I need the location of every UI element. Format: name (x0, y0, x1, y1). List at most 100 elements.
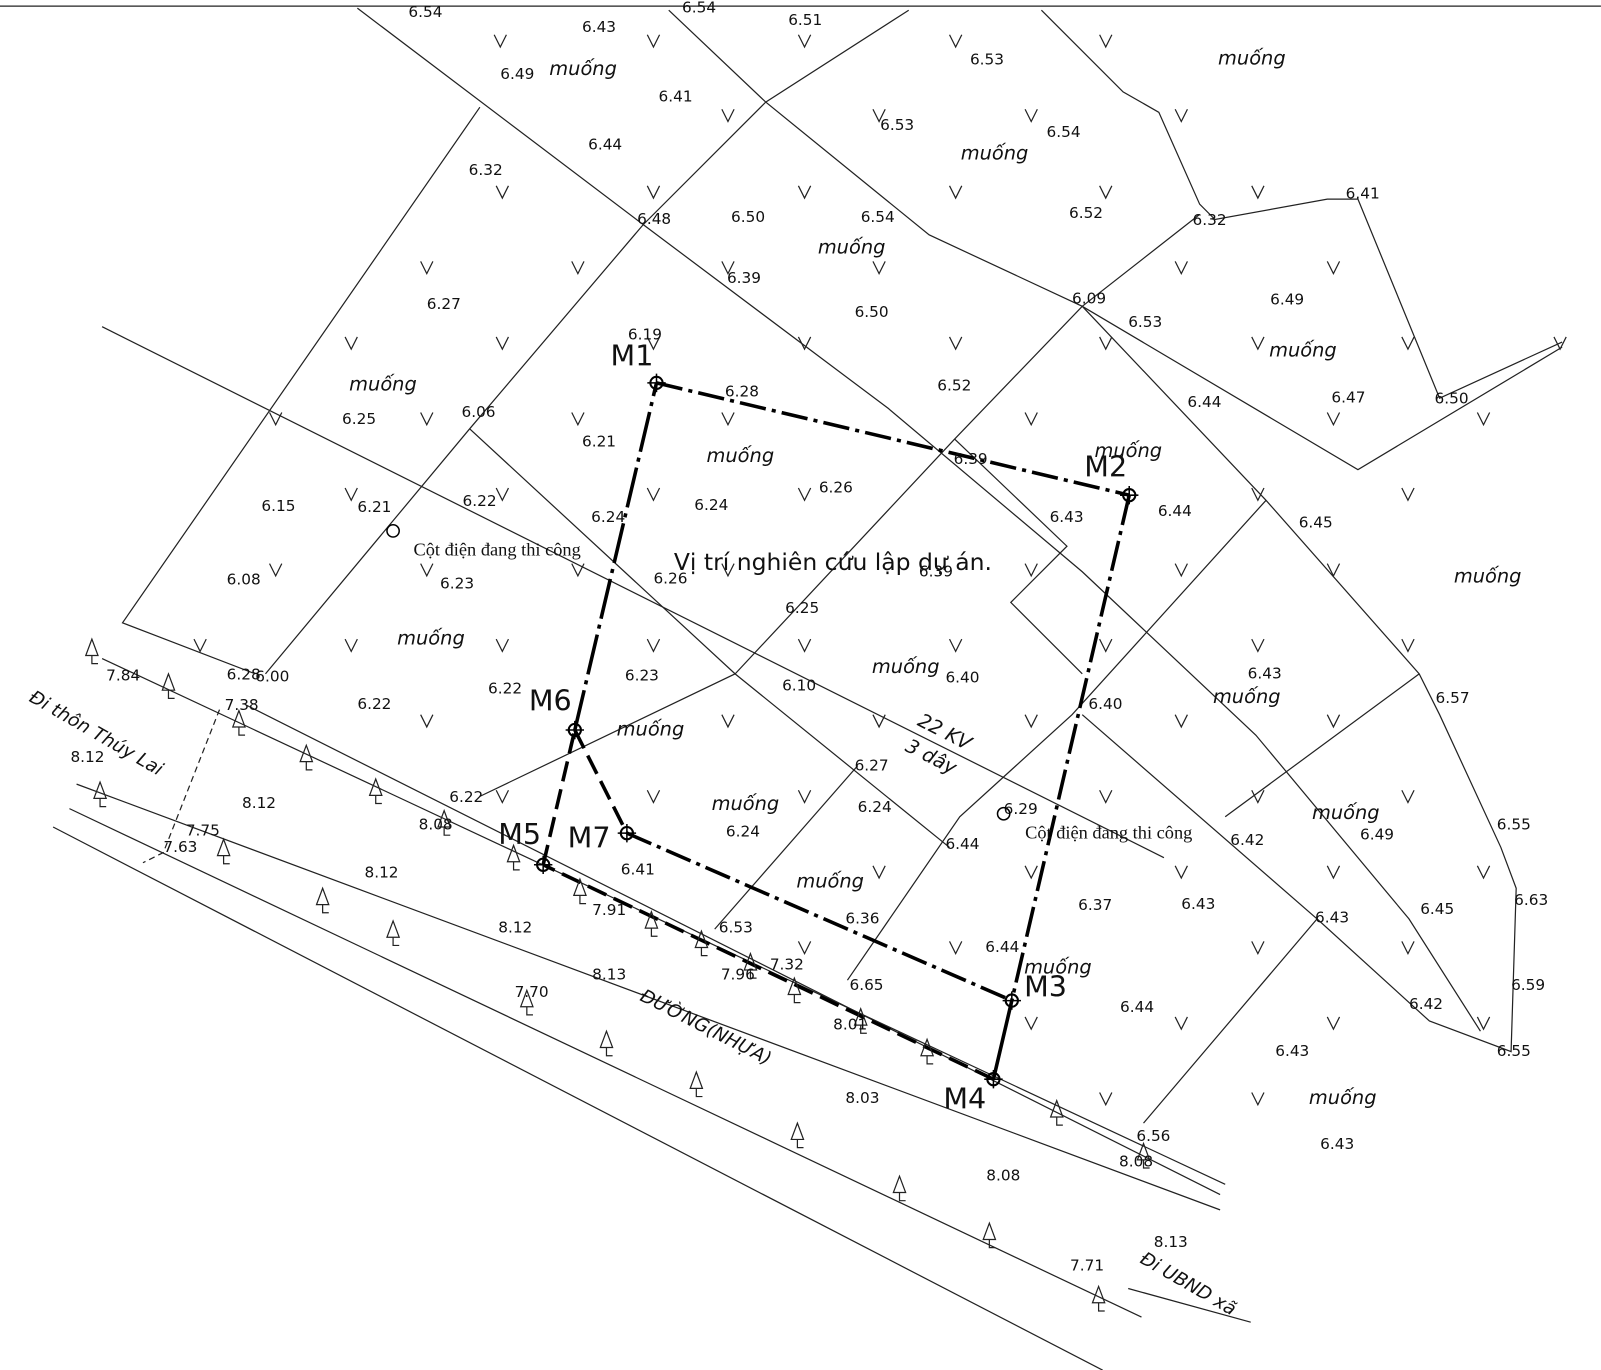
grass-symbol (1100, 186, 1112, 198)
boundary-point-label: M5 (498, 817, 541, 851)
project-label: Vị trí nghiên cứu lập dự án. (674, 548, 992, 576)
crop-label: muống (1312, 801, 1380, 824)
grass-symbol (421, 715, 433, 727)
grass-symbol (496, 186, 508, 198)
boundary-point-label: M2 (1084, 450, 1127, 484)
boundary-marker-cross (566, 721, 584, 739)
spot-height: 6.21 (357, 498, 391, 516)
grass-symbol (798, 941, 810, 953)
crop-label: muống (707, 444, 775, 467)
grass-symbol (1252, 488, 1264, 500)
grass-symbol (496, 488, 508, 500)
spot-height: 7.70 (515, 983, 549, 1001)
spot-height: 6.27 (427, 295, 461, 313)
tree-symbol (86, 639, 98, 664)
grass-symbol (1025, 1017, 1037, 1029)
grass-symbol (647, 488, 659, 500)
spot-height: 6.41 (659, 87, 693, 105)
tree-symbol (162, 674, 174, 699)
spot-height: 6.52 (937, 376, 971, 394)
spot-height: 6.65 (849, 976, 883, 994)
spot-height: 6.55 (1497, 815, 1531, 833)
spot-height: 6.32 (1193, 211, 1227, 229)
spot-height: 6.52 (1069, 204, 1103, 222)
grass-symbol (950, 941, 962, 953)
grass-symbol (1327, 715, 1339, 727)
spot-height: 6.54 (682, 0, 716, 17)
spot-height: 7.96 (721, 966, 755, 984)
tree-symbol (387, 921, 399, 946)
boundary-point-label: M6 (529, 683, 572, 717)
spot-height: 6.24 (858, 798, 892, 816)
tree-symbol (317, 888, 329, 913)
grass-symbol (572, 564, 584, 576)
spot-height: 8.03 (845, 1089, 879, 1107)
spot-height: 6.49 (1270, 291, 1304, 309)
grass-symbol (798, 790, 810, 802)
spot-height: 6.27 (855, 756, 889, 774)
spot-height: 6.53 (880, 116, 914, 134)
spot-height: 6.40 (1088, 695, 1122, 713)
spot-height: 8.12 (242, 794, 276, 812)
grass-symbol (1477, 1017, 1489, 1029)
spot-height: 6.56 (1136, 1127, 1170, 1145)
spot-height: 6.22 (463, 492, 497, 510)
spot-height: 6.44 (985, 938, 1019, 956)
grass-symbol (1477, 412, 1489, 424)
grass-symbol (1327, 866, 1339, 878)
spot-height: 6.43 (1275, 1042, 1309, 1060)
spot-height: 6.63 (1514, 891, 1548, 909)
grass-symbol (647, 186, 659, 198)
grass-symbol (421, 261, 433, 273)
grass-symbol (496, 639, 508, 651)
grass-symbol (950, 639, 962, 651)
grass-symbol (270, 564, 282, 576)
spot-height: 6.15 (261, 497, 295, 515)
spot-height: 6.53 (970, 51, 1004, 69)
grass-symbol (1327, 564, 1339, 576)
grass-symbol (722, 715, 734, 727)
crop-label: muống (1213, 685, 1281, 708)
spot-height: 6.39 (954, 450, 988, 468)
grass-symbol (722, 109, 734, 121)
tree-symbol (983, 1223, 995, 1248)
crop-label: muống (872, 655, 940, 678)
road-direction-west: Đi thôn Thúy Lai (26, 687, 168, 781)
grass-symbol (345, 337, 357, 349)
grass-symbol (1252, 941, 1264, 953)
pole-label: Cột điện đang thi công (414, 540, 581, 560)
spot-height: 6.00 (255, 667, 289, 685)
spot-height: 7.84 (106, 666, 140, 684)
spot-height: 6.39 (727, 269, 761, 287)
crop-label: muống (617, 718, 685, 741)
crop-label: muống (549, 57, 617, 80)
spot-height: 6.48 (637, 210, 671, 228)
spot-height: 6.50 (1435, 390, 1469, 408)
spot-height: 7.38 (225, 696, 259, 714)
spot-height: 6.44 (945, 835, 979, 853)
grass-symbol (1025, 109, 1037, 121)
boundary-point-label: M4 (943, 1082, 986, 1116)
spot-height: 6.09 (1072, 290, 1106, 308)
tree-symbol (600, 1031, 612, 1056)
grass-symbol (873, 261, 885, 273)
grass-symbol (1402, 639, 1414, 651)
spot-height: 6.45 (1420, 900, 1454, 918)
crop-label: muống (961, 142, 1029, 165)
tree-symbol (788, 978, 800, 1003)
spot-height: 6.43 (1320, 1135, 1354, 1153)
spot-height: 7.91 (592, 901, 626, 919)
grass-symbol (270, 412, 282, 424)
boundary-point-label: M1 (611, 338, 654, 372)
spot-height: 7.71 (1070, 1257, 1104, 1275)
spot-height: 6.28 (725, 383, 759, 401)
spot-height: 6.42 (1230, 831, 1264, 849)
grass-symbol (647, 35, 659, 47)
grass-symbol (950, 35, 962, 47)
grass-symbol (345, 639, 357, 651)
spot-height: 8.12 (498, 919, 532, 937)
road-direction-east: Đi UBND xã (1136, 1248, 1239, 1320)
crop-label: muống (818, 236, 886, 259)
grass-symbol (1252, 186, 1264, 198)
spot-height: 6.36 (845, 909, 879, 927)
